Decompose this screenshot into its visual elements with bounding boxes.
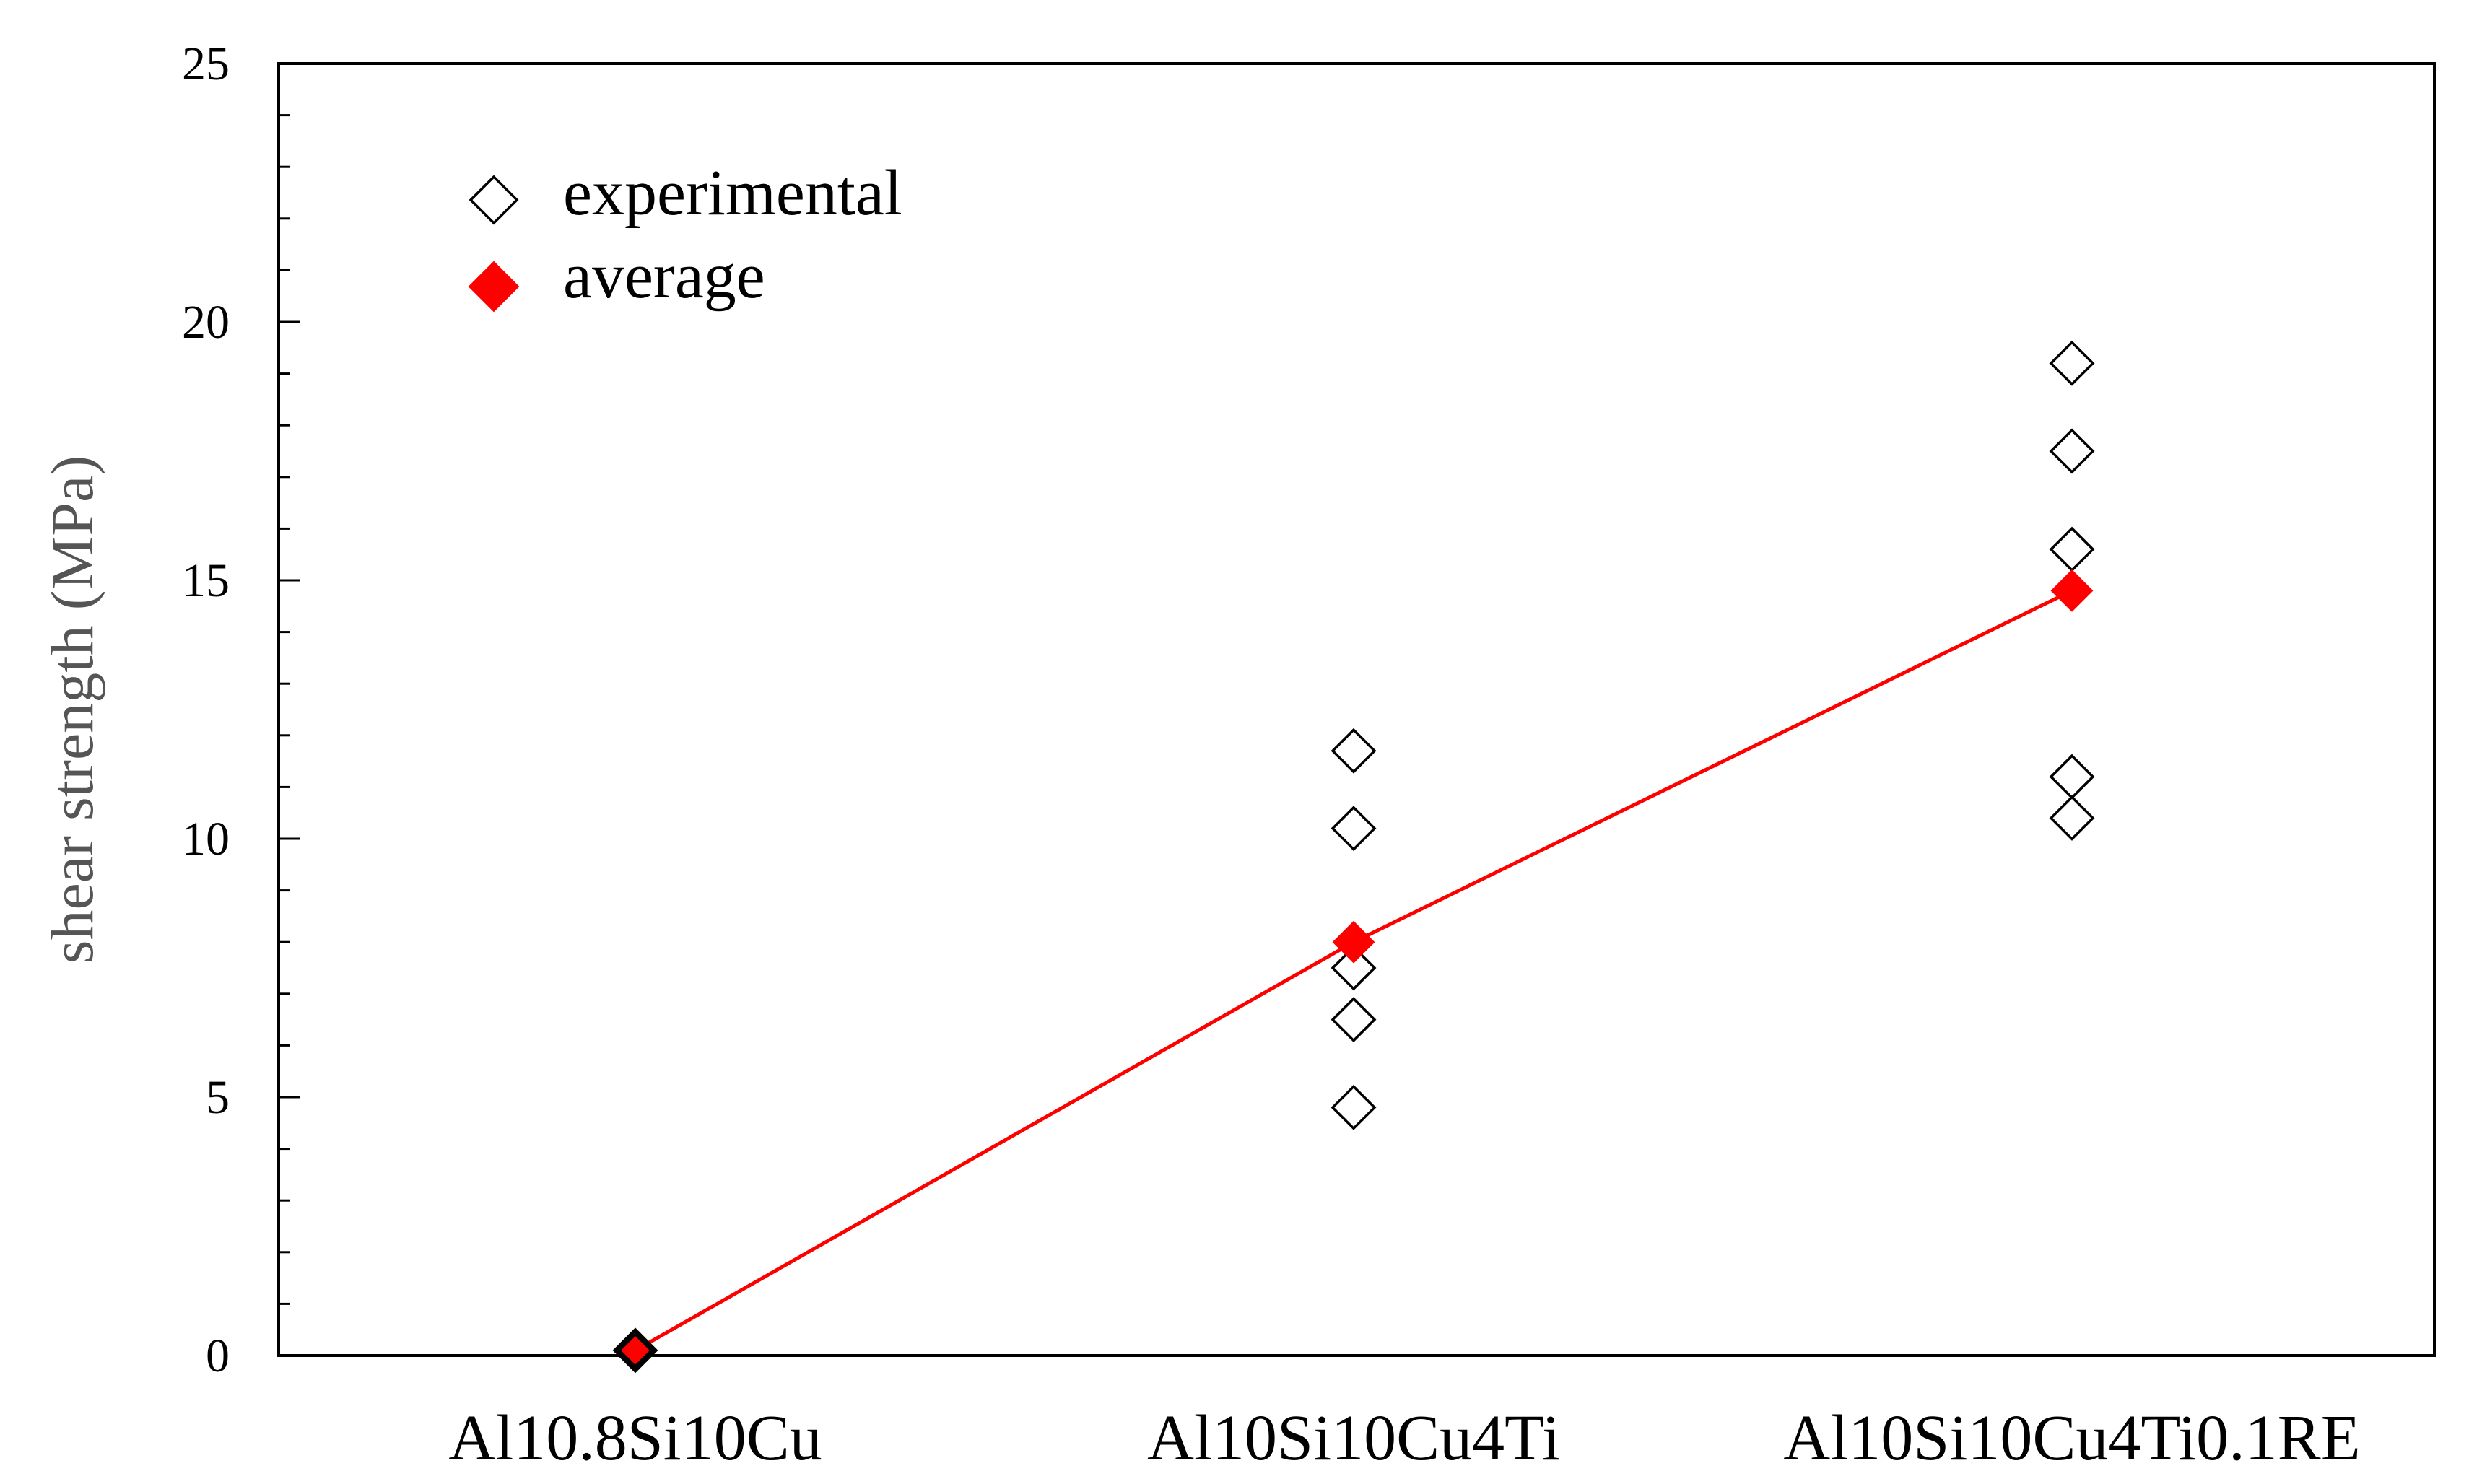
experimental-point	[1331, 997, 1377, 1043]
experimental-point	[2049, 428, 2095, 474]
x-category-label: Al10Si10Cu4Ti	[1147, 1402, 1560, 1474]
y-tick-label: 5	[206, 1071, 230, 1124]
experimental-series	[612, 340, 2095, 1374]
y-tick-label: 25	[182, 38, 230, 90]
legend-average-label: average	[563, 240, 765, 312]
y-axis-title: shear strength (MPa)	[39, 455, 106, 964]
experimental-point	[2049, 754, 2095, 800]
x-category-label: Al10.8Si10Cu	[448, 1402, 822, 1474]
experimental-point	[2049, 795, 2095, 841]
legend-experimental-label: experimental	[563, 157, 902, 229]
plot-frame	[277, 62, 2436, 1357]
legend-experimental-marker	[469, 175, 519, 225]
experimental-point	[1331, 1084, 1377, 1130]
y-tick-label: 15	[182, 554, 230, 607]
y-tick-label: 10	[182, 813, 230, 865]
x-category-label: Al10Si10Cu4Ti0.1RE	[1783, 1402, 2360, 1474]
experimental-point	[2049, 340, 2095, 386]
y-axis-ticks	[279, 62, 300, 1357]
experimental-point	[1331, 806, 1377, 852]
y-tick-label: 20	[182, 296, 230, 349]
experimental-point	[1331, 728, 1377, 774]
average-point	[1332, 920, 1375, 964]
legend: experimental average	[468, 157, 902, 313]
experimental-point	[1331, 945, 1377, 991]
y-tick-label: 0	[206, 1330, 230, 1382]
average-series	[614, 569, 2094, 1371]
legend-average-marker	[468, 261, 520, 313]
y-axis-tick-labels: 0 5 10 15 20 25	[182, 38, 230, 1382]
x-axis-category-labels: Al10.8Si10Cu Al10Si10Cu4Ti Al10Si10Cu4Ti0.…	[448, 1402, 2361, 1474]
experimental-point	[2049, 526, 2095, 572]
average-point	[614, 1330, 656, 1371]
average-point	[2050, 569, 2094, 612]
